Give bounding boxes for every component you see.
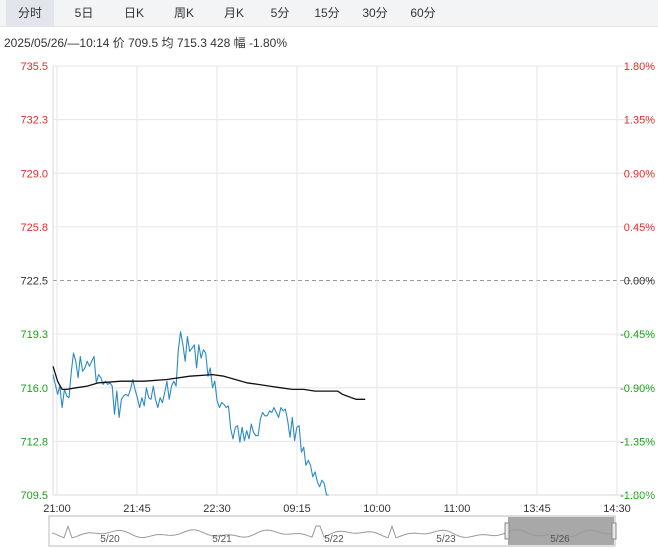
y-price-label: 735.5 — [20, 61, 48, 73]
navigator-date-label: 5/20 — [100, 534, 120, 545]
x-time-label: 11:00 — [444, 503, 471, 515]
x-time-label: 21:00 — [43, 503, 71, 515]
quote-change-label: 幅 — [233, 36, 246, 50]
y-pct-label: -1.80% — [620, 490, 655, 502]
x-time-label: 22:30 — [203, 503, 231, 515]
quote-avg-label: 均 — [161, 36, 174, 50]
y-price-label: 709.5 — [20, 490, 48, 502]
y-price-label: 725.8 — [20, 222, 48, 234]
tab-3[interactable]: 周K — [173, 6, 194, 20]
navigator-left-handle[interactable] — [504, 522, 510, 540]
quote-change: -1.80% — [248, 36, 287, 50]
tab-2[interactable]: 日K — [123, 6, 144, 20]
y-pct-label: 0.00% — [624, 276, 655, 288]
quote-datetime: 2025/05/26/—10:14 — [4, 36, 110, 50]
navigator-date-label: 5/22 — [324, 534, 344, 545]
y-pct-label: -0.45% — [620, 329, 655, 341]
x-time-label: 21:45 — [123, 503, 151, 515]
y-price-label: 719.3 — [20, 329, 48, 341]
navigator-date-label: 5/26 — [550, 534, 570, 545]
y-price-label: 732.3 — [20, 115, 48, 127]
y-price-label: 729.0 — [20, 168, 48, 180]
navigator-date-label: 5/23 — [436, 534, 456, 545]
quote-info-bar: 2025/05/26/—10:14 价 709.5 均 715.3 428 幅 … — [4, 34, 287, 51]
quote-price: 709.5 — [128, 36, 159, 50]
tab-7[interactable]: 30分 — [362, 6, 388, 20]
y-pct-label: -1.35% — [620, 436, 655, 448]
y-price-label: 716.0 — [20, 383, 48, 395]
tab-1[interactable]: 5日 — [74, 6, 94, 20]
series-price-line — [52, 331, 329, 496]
tab-0[interactable]: 分时 — [6, 0, 54, 27]
x-time-label: 10:00 — [363, 503, 391, 515]
series-average-line — [52, 366, 366, 400]
tab-8[interactable]: 60分 — [410, 6, 436, 20]
y-pct-label: -0.90% — [620, 383, 655, 395]
y-pct-label: 0.45% — [624, 222, 655, 234]
tab-4[interactable]: 月K — [223, 6, 244, 20]
y-pct-label: 0.90% — [624, 168, 655, 180]
quote-volume: 428 — [210, 36, 231, 50]
navigator-sparkline — [51, 524, 612, 539]
navigator-date-label: 5/21 — [212, 534, 232, 545]
y-pct-label: 1.35% — [624, 115, 655, 127]
tab-5[interactable]: 5分 — [270, 6, 290, 20]
y-pct-label: 1.80% — [624, 61, 655, 73]
tab-6[interactable]: 15分 — [314, 6, 340, 20]
quote-avg: 715.3 — [176, 36, 207, 50]
period-tabs: 分时 5日 日K 周K 月K 5分 15分 30分 60分 — [0, 0, 658, 27]
x-time-label: 13:45 — [523, 503, 551, 515]
y-price-label: 722.5 — [20, 276, 48, 288]
y-price-label: 712.8 — [20, 436, 48, 448]
x-time-label: 14:30 — [603, 503, 631, 515]
quote-price-label: 价 — [112, 36, 125, 50]
navigator-right-handle[interactable] — [611, 522, 617, 540]
x-time-label: 09:15 — [283, 503, 311, 515]
